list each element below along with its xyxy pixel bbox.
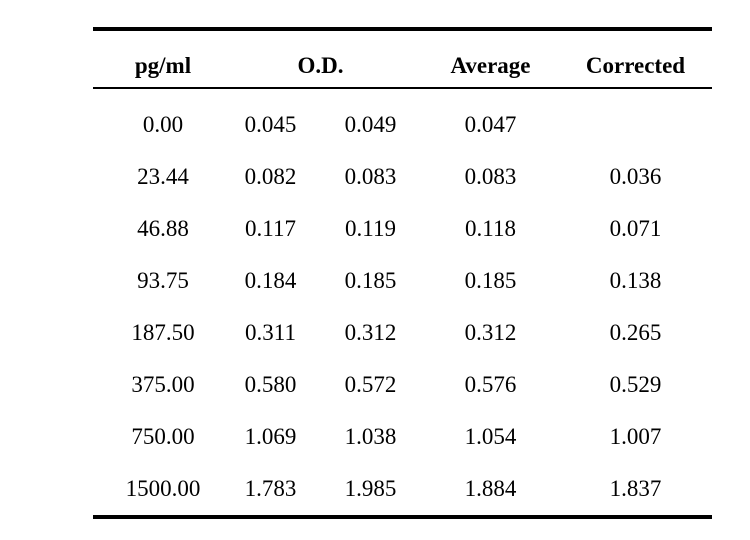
cell-od-2: 0.312 [344,320,397,345]
table-row: 1500.00 1.783 1.985 1.884 1.837 [93,463,712,515]
cell-corrected [573,99,698,151]
table-row: 0.00 0.045 0.049 0.047 [93,99,712,151]
cell-average: 0.047 [464,112,517,137]
header-corrected: Corrected [585,53,686,78]
cell-od-2: 0.119 [345,216,396,241]
cell-average: 1.054 [464,424,517,449]
cell-od-1: 0.311 [245,320,296,345]
cell-concentration: 23.44 [137,164,189,189]
cell-od-1: 1.783 [244,476,297,501]
table-row: 93.75 0.184 0.185 0.185 0.138 [93,255,712,307]
header-average: Average [450,53,531,78]
cell-concentration: 0.00 [142,112,184,137]
cell-concentration: 93.75 [137,268,189,293]
cell-average: 0.312 [464,320,517,345]
header-od: O.D. [297,53,344,78]
cell-corrected: 0.036 [609,164,662,189]
cell-corrected: 0.529 [609,372,662,397]
header-concentration: pg/ml [134,53,192,78]
cell-corrected: 0.138 [609,268,662,293]
cell-average: 0.118 [465,216,516,241]
table-bottom-rule [93,515,712,519]
cell-average: 0.083 [464,164,517,189]
cell-concentration: 187.50 [131,320,195,345]
table-header-rule [93,87,712,89]
standard-curve-table: pg/ml O.D. Average Corrected 0.00 0.045 0.… [93,27,712,519]
cell-od-1: 0.045 [244,112,297,137]
cell-od-1: 0.580 [244,372,297,397]
cell-average: 1.884 [464,476,517,501]
cell-concentration: 375.00 [131,372,195,397]
table-row: 375.00 0.580 0.572 0.576 0.529 [93,359,712,411]
cell-average: 0.576 [464,372,517,397]
cell-od-1: 0.117 [245,216,296,241]
table-row: 46.88 0.117 0.119 0.118 0.071 [93,203,712,255]
cell-corrected: 1.007 [609,424,662,449]
cell-od-2: 1.985 [344,476,397,501]
cell-corrected: 0.265 [609,320,662,345]
cell-concentration: 1500.00 [125,476,201,501]
table-top-rule [93,27,712,31]
cell-od-2: 0.083 [344,164,397,189]
cell-od-2: 0.185 [344,268,397,293]
cell-corrected: 0.071 [609,216,662,241]
table-row: 23.44 0.082 0.083 0.083 0.036 [93,151,712,203]
cell-od-1: 0.184 [244,268,297,293]
cell-od-2: 1.038 [344,424,397,449]
cell-corrected: 1.837 [609,476,662,501]
table-header-row: pg/ml O.D. Average Corrected [93,31,712,87]
table-body: 0.00 0.045 0.049 0.047 23.44 0.082 0.083 0.083 0… [93,89,712,515]
cell-od-1: 1.069 [244,424,297,449]
cell-concentration: 750.00 [131,424,195,449]
cell-od-2: 0.049 [344,112,397,137]
cell-average: 0.185 [464,268,517,293]
cell-od-2: 0.572 [344,372,397,397]
table-row: 187.50 0.311 0.312 0.312 0.265 [93,307,712,359]
cell-od-1: 0.082 [244,164,297,189]
cell-concentration: 46.88 [137,216,189,241]
table-row: 750.00 1.069 1.038 1.054 1.007 [93,411,712,463]
